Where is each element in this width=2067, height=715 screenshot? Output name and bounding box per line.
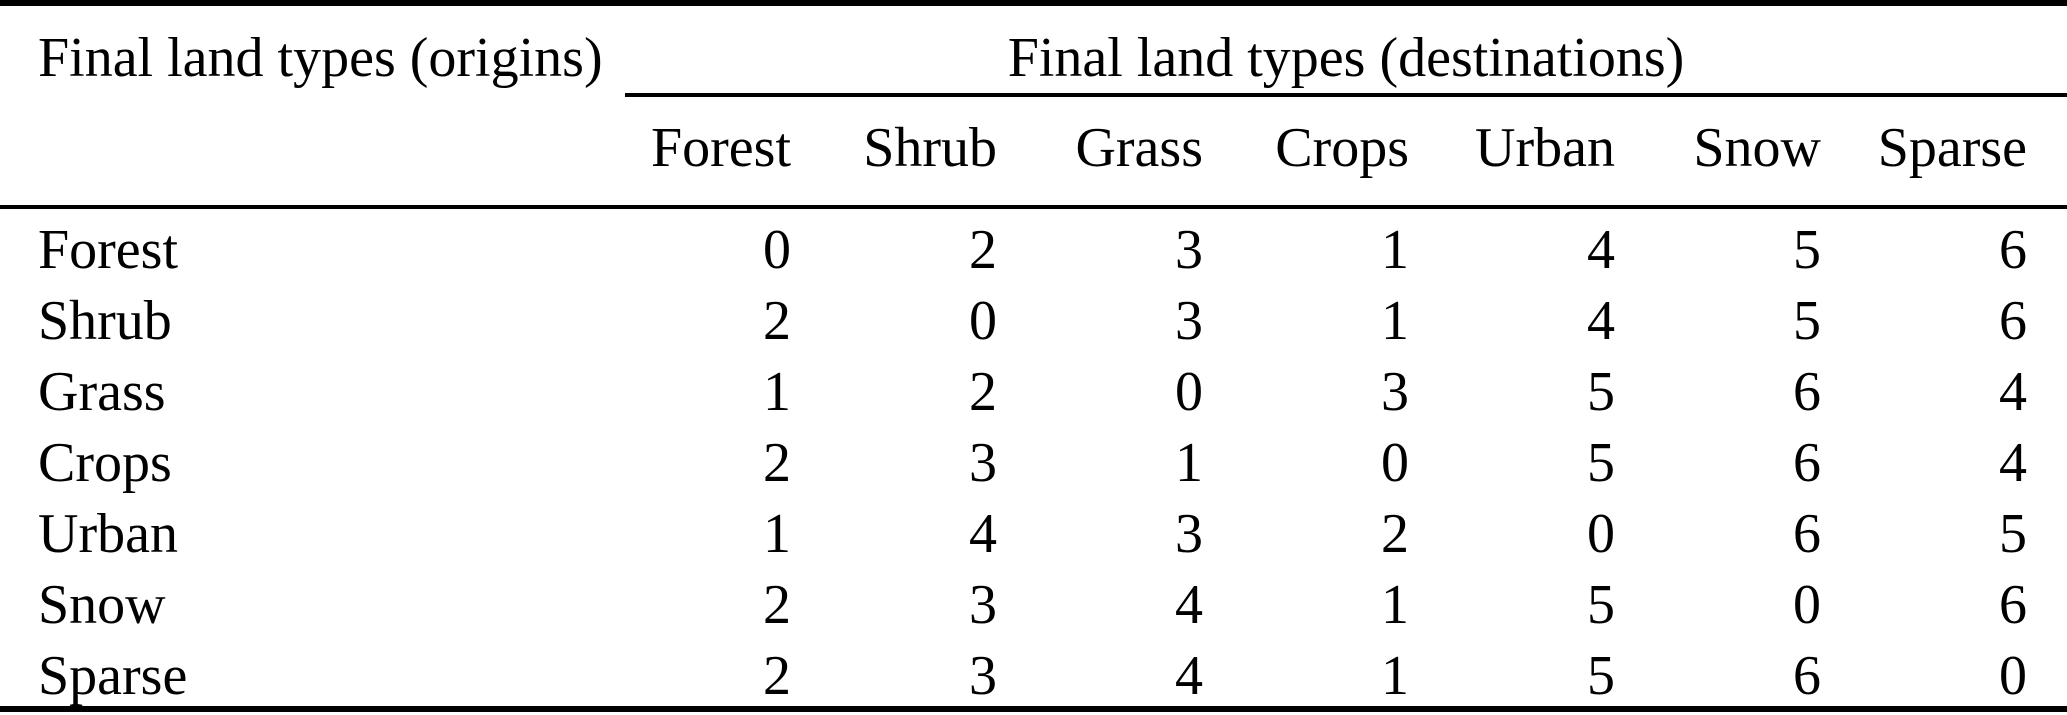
cell-grass-sparse: 4 bbox=[1999, 360, 2027, 423]
cell-snow-sparse: 6 bbox=[1999, 573, 2027, 636]
row-label-shrub: Shrub bbox=[38, 289, 172, 352]
cell-crops-crops: 0 bbox=[1381, 431, 1409, 494]
col-header-grass: Grass bbox=[1075, 117, 1203, 179]
row-label-urban: Urban bbox=[38, 502, 178, 565]
cell-sparse-sparse: 0 bbox=[1999, 644, 2027, 707]
cell-forest-shrub: 2 bbox=[969, 218, 997, 281]
cell-forest-forest: 0 bbox=[763, 218, 791, 281]
col-header-crops: Crops bbox=[1275, 117, 1409, 179]
cell-grass-shrub: 2 bbox=[969, 360, 997, 423]
cell-forest-crops: 1 bbox=[1381, 218, 1409, 281]
cell-snow-snow: 0 bbox=[1793, 573, 1821, 636]
cell-grass-urban: 5 bbox=[1587, 360, 1615, 423]
col-header-sparse: Sparse bbox=[1877, 117, 2027, 179]
cell-urban-snow: 6 bbox=[1793, 502, 1821, 565]
cell-forest-snow: 5 bbox=[1793, 218, 1821, 281]
row-label-grass: Grass bbox=[38, 360, 166, 423]
cell-shrub-crops: 1 bbox=[1381, 289, 1409, 352]
cell-forest-grass: 3 bbox=[1175, 218, 1203, 281]
cell-shrub-forest: 2 bbox=[763, 289, 791, 352]
cell-urban-urban: 0 bbox=[1587, 502, 1615, 565]
cell-shrub-snow: 5 bbox=[1793, 289, 1821, 352]
destinations-header: Final land types (destinations) bbox=[1007, 26, 1685, 89]
cell-crops-snow: 6 bbox=[1793, 431, 1821, 494]
cell-shrub-grass: 3 bbox=[1175, 289, 1203, 352]
cell-crops-grass: 1 bbox=[1175, 431, 1203, 494]
cell-forest-urban: 4 bbox=[1587, 218, 1615, 281]
destinations-group-rule bbox=[625, 93, 2067, 97]
cell-crops-forest: 2 bbox=[763, 431, 791, 494]
row-label-forest: Forest bbox=[38, 218, 178, 281]
cell-grass-crops: 3 bbox=[1381, 360, 1409, 423]
cell-snow-crops: 1 bbox=[1381, 573, 1409, 636]
origins-header: Final land types (origins) bbox=[38, 26, 603, 89]
cell-urban-forest: 1 bbox=[763, 502, 791, 565]
top-rule bbox=[0, 0, 2067, 6]
cell-snow-urban: 5 bbox=[1587, 573, 1615, 636]
cell-crops-sparse: 4 bbox=[1999, 431, 2027, 494]
cell-sparse-snow: 6 bbox=[1793, 644, 1821, 707]
cell-crops-shrub: 3 bbox=[969, 431, 997, 494]
cell-shrub-urban: 4 bbox=[1587, 289, 1615, 352]
row-label-sparse: Sparse bbox=[38, 644, 188, 707]
cell-snow-forest: 2 bbox=[763, 573, 791, 636]
spacer-cell bbox=[0, 97, 585, 209]
col-header-forest: Forest bbox=[651, 117, 791, 179]
header-body-rule bbox=[0, 205, 2067, 209]
col-header-snow: Snow bbox=[1693, 117, 1821, 179]
col-header-urban: Urban bbox=[1475, 117, 1615, 179]
cell-snow-grass: 4 bbox=[1175, 573, 1203, 636]
cell-urban-crops: 2 bbox=[1381, 502, 1409, 565]
cell-shrub-sparse: 6 bbox=[1999, 289, 2027, 352]
cell-sparse-grass: 4 bbox=[1175, 644, 1203, 707]
cell-grass-grass: 0 bbox=[1175, 360, 1203, 423]
cell-urban-shrub: 4 bbox=[969, 502, 997, 565]
cell-sparse-crops: 1 bbox=[1381, 644, 1409, 707]
cell-sparse-forest: 2 bbox=[763, 644, 791, 707]
cell-sparse-urban: 5 bbox=[1587, 644, 1615, 707]
cell-crops-urban: 5 bbox=[1587, 431, 1615, 494]
row-label-crops: Crops bbox=[38, 431, 172, 494]
cell-snow-shrub: 3 bbox=[969, 573, 997, 636]
cell-grass-forest: 1 bbox=[763, 360, 791, 423]
cell-grass-snow: 6 bbox=[1793, 360, 1821, 423]
bottom-rule bbox=[0, 706, 2067, 712]
cell-forest-sparse: 6 bbox=[1999, 218, 2027, 281]
cell-sparse-shrub: 3 bbox=[969, 644, 997, 707]
col-header-shrub: Shrub bbox=[863, 117, 997, 179]
cell-urban-grass: 3 bbox=[1175, 502, 1203, 565]
cell-urban-sparse: 5 bbox=[1999, 502, 2027, 565]
row-label-snow: Snow bbox=[38, 573, 166, 636]
cell-shrub-shrub: 0 bbox=[969, 289, 997, 352]
